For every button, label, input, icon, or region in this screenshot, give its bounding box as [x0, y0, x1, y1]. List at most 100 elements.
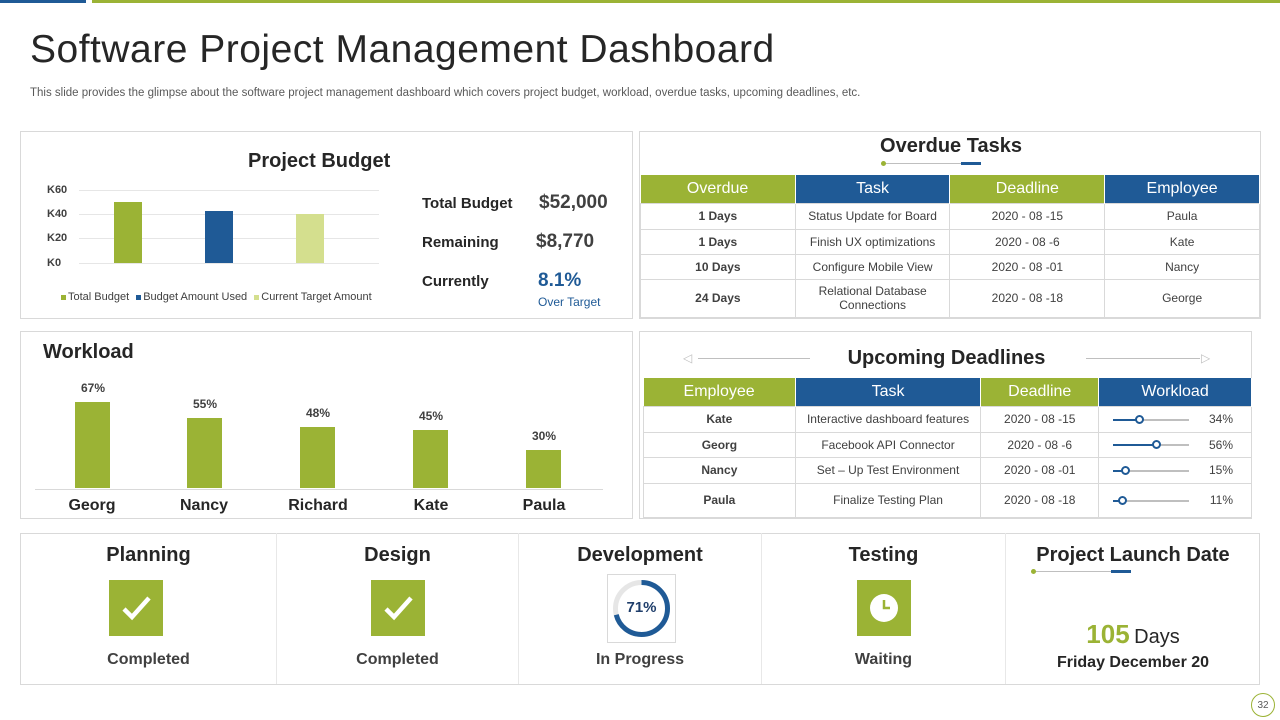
cell: Set – Up Test Environment [794, 456, 982, 484]
workload-percent: 34% [1208, 412, 1233, 426]
remaining-value: $8,770 [536, 231, 595, 252]
bar-current-target [296, 214, 324, 263]
workload-baseline [35, 489, 603, 490]
stage-launch: Project Launch Date 105 Days Friday Dece… [1006, 533, 1260, 684]
workload-slider [1113, 495, 1190, 505]
cell: Kate [643, 405, 796, 433]
x-axis-line [79, 263, 379, 264]
workload-panel: Workload 67% 55% 48% 45% 30% Georg Nancy… [20, 331, 633, 519]
workload-value-label: 55% [192, 396, 218, 411]
workload-slider [1113, 465, 1190, 475]
remaining-label: Remaining [422, 234, 499, 251]
page-number: 32 [1251, 693, 1275, 717]
table-row: Kate Interactive dashboard features 2020 -… [643, 405, 1252, 433]
workload-value-label: 48% [305, 405, 331, 420]
stage-planning: Planning Completed [21, 533, 277, 684]
col-header: Deadline [949, 175, 1106, 203]
workload-value-label: 45% [418, 409, 444, 424]
workload-bar-paula [526, 449, 561, 488]
stage-title: Design [364, 544, 431, 566]
workload-cell: 34% [1098, 405, 1252, 433]
top-accent-green [92, 0, 1280, 3]
col-header: Employee [1104, 175, 1260, 203]
cell: 2020 - 08 -15 [949, 202, 1106, 230]
workload-value-label: 30% [531, 428, 557, 443]
workload-title: Workload [43, 341, 134, 363]
progress-label: 71% [626, 599, 657, 616]
table-row: Paula Finalize Testing Plan 2020 - 08 -18 1… [643, 482, 1252, 518]
budget-legend: Total Budget Budget Amount Used Current … [61, 291, 376, 303]
cell: 2020 - 08 -15 [980, 405, 1100, 433]
workload-slider [1113, 414, 1190, 424]
col-header: Workload [1098, 378, 1252, 406]
stage-status: Completed [356, 651, 439, 668]
cell: Relational Database Connections [794, 278, 951, 318]
cell: 1 Days [640, 228, 796, 255]
workload-bar-richard [300, 426, 335, 488]
page-title: Software Project Management Dashboard [30, 28, 775, 71]
stage-title: Testing [848, 544, 919, 566]
workload-bar-nancy [187, 417, 222, 488]
workload-cell: 15% [1098, 456, 1252, 484]
check-icon [109, 580, 163, 636]
legend-budget-used: Budget Amount Used [143, 291, 248, 303]
workload-percent: 56% [1208, 437, 1233, 452]
clock-icon [857, 580, 911, 636]
table-row: Georg Facebook API Connector 2020 - 08 -6 5… [643, 431, 1252, 458]
cell: Nancy [643, 456, 796, 484]
cell: Paula [1104, 202, 1260, 230]
y-tick: K0 [47, 257, 62, 269]
table-row: 1 Days Status Update for Board 2020 - 08 -… [640, 202, 1260, 230]
stage-design: Design Completed [277, 533, 519, 684]
over-target-note: Over Target [538, 295, 601, 309]
table-row: 10 Days Configure Mobile View 2020 - 08 -0… [640, 253, 1260, 280]
page-subtitle: This slide provides the glimpse about th… [30, 87, 861, 99]
cell: 24 Days [640, 278, 796, 318]
y-tick: K40 [47, 208, 68, 220]
total-budget-value: $52,000 [539, 192, 608, 213]
workload-percent: 11% [1209, 493, 1233, 507]
project-budget-panel: Project Budget K60 K40 K20 K0 Total Budg… [20, 131, 633, 319]
cell: Georg [643, 431, 796, 458]
stage-development: Development 71% In Progress [519, 533, 762, 684]
legend-total-budget: Total Budget [68, 291, 130, 303]
workload-percent: 15% [1208, 463, 1233, 477]
left-arrow-icon: ◁ [683, 351, 693, 365]
bar-total-budget [114, 202, 142, 263]
workload-cell: 56% [1098, 431, 1252, 458]
stage-title: Project Launch Date [1036, 544, 1230, 566]
title-underline [881, 161, 981, 166]
check-icon [371, 580, 425, 636]
workload-name: Nancy [179, 497, 229, 514]
workload-bar-georg [75, 402, 110, 488]
table-row: 1 Days Finish UX optimizations 2020 - 08 -… [640, 228, 1260, 255]
days-number: 105 [1086, 619, 1130, 649]
project-budget-title: Project Budget [248, 150, 391, 172]
cell: 2020 - 08 -6 [980, 431, 1100, 458]
launch-countdown: 105 Days [1006, 619, 1260, 650]
workload-bar-kate [413, 430, 448, 488]
title-underline [1031, 569, 1131, 574]
cell: Paula [643, 482, 796, 518]
cell: Finish UX optimizations [794, 228, 951, 255]
launch-date: Friday December 20 [1056, 654, 1210, 671]
currently-label: Currently [422, 273, 489, 290]
left-rule [698, 358, 810, 359]
workload-name: Paula [522, 497, 566, 514]
progress-ring: 71% [607, 574, 676, 643]
total-budget-label: Total Budget [422, 195, 513, 212]
right-arrow-icon: ▷ [1201, 351, 1211, 365]
overdue-tasks-panel: Overdue Tasks Overdue Task Deadline Empl… [639, 131, 1261, 319]
top-accent-blue [0, 0, 86, 3]
overdue-table: Overdue Task Deadline Employee 1 Days Sta… [640, 175, 1260, 318]
cell: Nancy [1104, 253, 1260, 280]
upcoming-table: Employee Task Deadline Workload Kate Inte… [643, 378, 1252, 518]
workload-name: Kate [413, 497, 449, 514]
right-rule [1086, 358, 1200, 359]
cell: 2020 - 08 -01 [949, 253, 1106, 280]
upcoming-deadlines-panel: ◁ Upcoming Deadlines ▷ Employee Task Dea… [639, 331, 1252, 519]
overdue-tasks-title: Overdue Tasks [880, 135, 1022, 157]
currently-value: 8.1% [538, 270, 582, 291]
cell: 10 Days [640, 253, 796, 280]
y-tick: K60 [47, 184, 68, 196]
